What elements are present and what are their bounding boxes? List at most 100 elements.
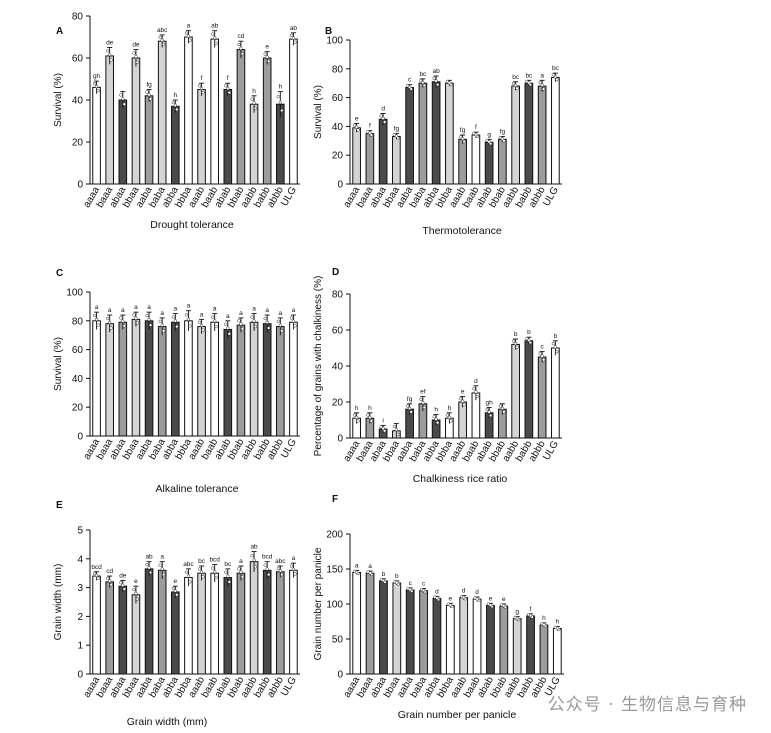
data-point bbox=[135, 321, 140, 325]
significance-letter: b bbox=[382, 571, 386, 578]
bar bbox=[365, 572, 375, 675]
data-point bbox=[289, 316, 294, 320]
significance-letter: ab bbox=[211, 23, 219, 30]
bar bbox=[262, 323, 272, 437]
data-point bbox=[132, 313, 136, 317]
significance-letter: ab bbox=[290, 25, 298, 32]
significance-letter: c bbox=[408, 77, 412, 84]
data-point bbox=[213, 570, 217, 574]
data-point bbox=[240, 327, 245, 331]
significance-letter: de bbox=[119, 572, 127, 579]
bar bbox=[249, 561, 259, 675]
significance-letter: a bbox=[239, 558, 243, 565]
significance-letter: cd bbox=[238, 33, 245, 40]
data-point bbox=[291, 36, 296, 40]
data-point bbox=[252, 558, 256, 562]
significance-letter: fg bbox=[407, 396, 413, 403]
significance-letter: f bbox=[530, 606, 532, 613]
significance-letter: d bbox=[381, 105, 385, 112]
data-point bbox=[186, 574, 191, 578]
significance-letter: a bbox=[540, 72, 544, 79]
data-point bbox=[354, 415, 359, 420]
data-point bbox=[527, 338, 531, 342]
data-point bbox=[488, 413, 493, 418]
panel-letter: E bbox=[56, 500, 63, 511]
y-tick-label: 100 bbox=[326, 600, 343, 611]
data-point bbox=[148, 323, 153, 327]
y-tick-label: 0 bbox=[77, 432, 83, 443]
data-point bbox=[263, 316, 267, 321]
bar bbox=[552, 628, 562, 675]
significance-letter: a bbox=[292, 555, 296, 562]
data-point bbox=[267, 572, 271, 577]
data-point bbox=[435, 82, 440, 87]
data-point bbox=[239, 46, 243, 50]
significance-letter: h bbox=[368, 405, 372, 412]
bar bbox=[92, 575, 101, 675]
y-tick-label: 40 bbox=[72, 374, 84, 385]
data-point bbox=[94, 573, 99, 578]
data-point bbox=[214, 324, 218, 329]
bar bbox=[249, 103, 259, 185]
y-tick-label: 0 bbox=[77, 670, 83, 681]
data-point bbox=[293, 572, 297, 576]
data-point bbox=[500, 406, 505, 411]
significance-letter: a bbox=[265, 307, 269, 314]
y-tick-label: 5 bbox=[77, 526, 83, 537]
y-tick-label: 0 bbox=[337, 434, 343, 445]
data-point bbox=[240, 52, 245, 56]
data-point bbox=[92, 571, 97, 576]
y-tick-label: 60 bbox=[72, 54, 84, 65]
bar bbox=[365, 133, 375, 185]
y-tick-label: 0 bbox=[337, 180, 343, 191]
bar bbox=[431, 81, 441, 185]
data-point bbox=[267, 326, 271, 330]
data-point bbox=[224, 84, 228, 88]
data-point bbox=[173, 103, 177, 108]
y-axis-title: Grain number per panicle bbox=[313, 547, 324, 660]
data-point bbox=[109, 58, 113, 62]
bar bbox=[526, 615, 535, 675]
significance-letter: fg bbox=[460, 127, 466, 134]
significance-letter: h bbox=[434, 407, 438, 414]
data-point bbox=[291, 567, 296, 571]
data-point bbox=[122, 324, 126, 328]
y-tick-label: 20 bbox=[72, 403, 84, 414]
data-point bbox=[419, 397, 423, 402]
data-point bbox=[237, 42, 241, 47]
data-point bbox=[542, 623, 546, 627]
y-axis-title: Survival (%) bbox=[53, 337, 64, 391]
bar bbox=[524, 340, 534, 439]
significance-letter: a bbox=[239, 310, 243, 317]
significance-letter: a bbox=[355, 562, 359, 569]
significance-letter: ab bbox=[250, 544, 258, 551]
data-point bbox=[276, 94, 280, 99]
data-point bbox=[239, 322, 243, 326]
significance-letter: h bbox=[556, 618, 560, 625]
data-point bbox=[515, 86, 519, 90]
significance-letter: e bbox=[449, 595, 453, 602]
bar bbox=[539, 624, 549, 675]
significance-letter: c bbox=[409, 580, 413, 587]
data-point bbox=[540, 83, 544, 87]
bar bbox=[223, 328, 233, 437]
data-point bbox=[528, 340, 533, 345]
data-point bbox=[134, 316, 138, 320]
data-point bbox=[462, 139, 466, 144]
y-tick-label: 150 bbox=[326, 565, 343, 576]
data-point bbox=[553, 75, 558, 79]
bar bbox=[118, 99, 128, 185]
data-point bbox=[171, 100, 175, 105]
data-point bbox=[250, 553, 254, 558]
significance-letter: abc bbox=[157, 27, 168, 34]
data-point bbox=[237, 319, 241, 323]
y-tick-label: 4 bbox=[77, 554, 83, 565]
bar bbox=[118, 321, 128, 437]
data-point bbox=[381, 426, 385, 431]
data-point bbox=[487, 410, 491, 414]
data-point bbox=[211, 315, 215, 319]
bar bbox=[392, 582, 402, 675]
significance-letter: e bbox=[265, 44, 269, 51]
y-tick-label: 60 bbox=[72, 345, 84, 356]
